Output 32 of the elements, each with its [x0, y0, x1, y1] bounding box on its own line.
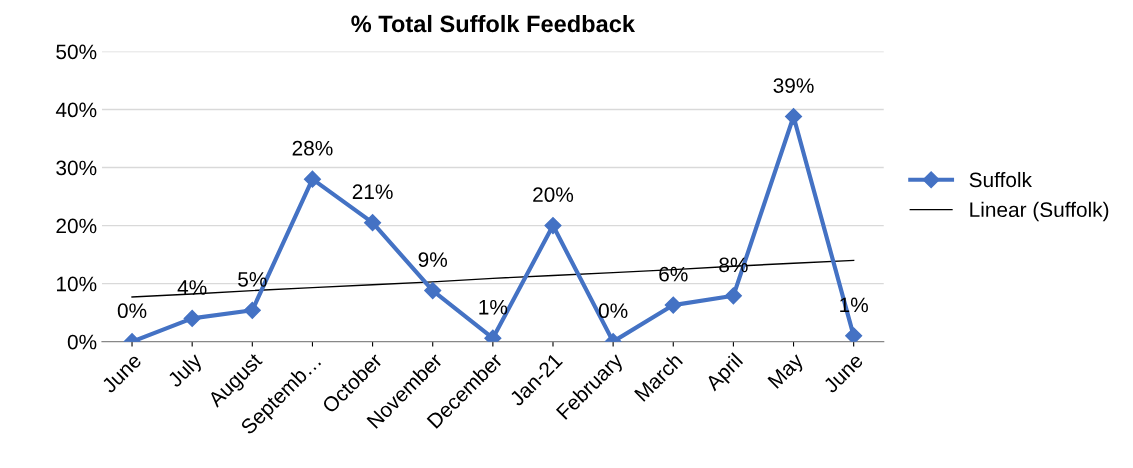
y-tick-label: 30% — [56, 160, 97, 176]
point — [724, 287, 742, 305]
y-tick-label: 0% — [67, 334, 97, 350]
point — [183, 309, 201, 327]
legend-label: Linear (Suffolk) — [970, 201, 1109, 222]
data-label: 6% — [659, 266, 688, 282]
point — [845, 327, 863, 342]
x-tick-label: June — [100, 352, 143, 394]
data-label: 0% — [598, 303, 628, 319]
legend-label: Suffolk — [969, 171, 1032, 188]
point — [424, 282, 442, 300]
y-tick-label: 50% — [56, 44, 97, 60]
y-tick-label: 20% — [56, 218, 97, 234]
data-label: 9% — [418, 252, 448, 268]
point — [243, 301, 261, 319]
data-label: 39% — [773, 78, 814, 93]
data-label: 28% — [292, 140, 333, 156]
data-label: 1% — [479, 299, 508, 315]
x-tick-label: July — [166, 351, 206, 392]
point — [544, 217, 562, 235]
y-tick-label: 10% — [57, 276, 97, 292]
point — [664, 296, 682, 314]
point — [303, 170, 321, 188]
y-tick-label: 40% — [55, 102, 97, 118]
data-label: 21% — [352, 184, 393, 200]
data-label: 0% — [117, 303, 147, 319]
point — [784, 107, 803, 126]
point — [364, 214, 382, 232]
data-label: 4% — [177, 280, 207, 295]
data-label: 20% — [533, 187, 574, 203]
chart-title: % Total Suffolk Feedback — [351, 14, 636, 33]
x-tick-label: May — [767, 351, 808, 392]
